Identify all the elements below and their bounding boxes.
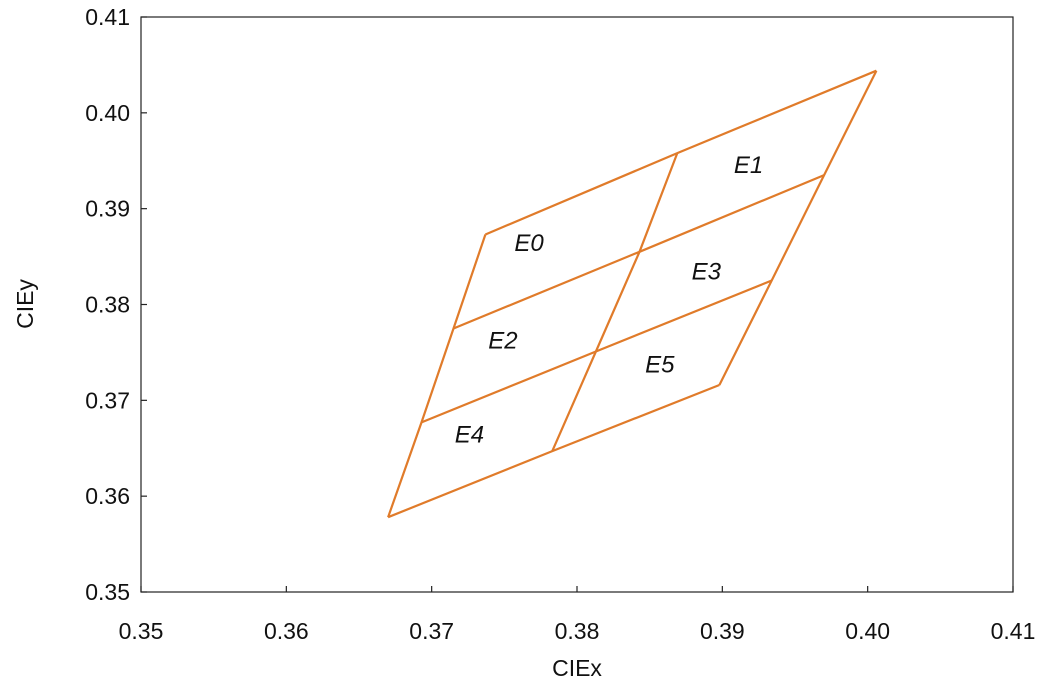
- plot-area: [140, 16, 1014, 593]
- y-tick-label: 0.35: [85, 579, 130, 605]
- region-label-e1: E1: [734, 152, 763, 179]
- region-label-e2: E2: [488, 328, 517, 355]
- x-tick-label: 0.39: [700, 618, 745, 644]
- region-label-e5: E5: [645, 352, 675, 379]
- x-tick-label: 0.41: [991, 618, 1036, 644]
- boundary-line: [387, 234, 487, 518]
- boundary-line: [484, 69, 877, 236]
- y-tick-label: 0.37: [85, 387, 130, 413]
- boundary-line: [551, 152, 679, 452]
- y-tick-label: 0.39: [85, 196, 130, 222]
- x-tick-label: 0.40: [845, 618, 890, 644]
- x-axis-title: CIEx: [552, 655, 602, 681]
- boundary-line: [718, 70, 878, 386]
- boundary-line: [387, 383, 720, 519]
- y-tick-label: 0.40: [85, 100, 130, 126]
- region-boundaries: [387, 69, 878, 519]
- y-tick-label: 0.36: [85, 483, 130, 509]
- region-labels: E0 E1 E2 E3 E4 E5: [455, 152, 763, 448]
- x-tick-label: 0.36: [264, 618, 309, 644]
- region-label-e4: E4: [455, 422, 484, 449]
- x-tick-label: 0.38: [555, 618, 600, 644]
- region-label-e0: E0: [514, 230, 544, 257]
- x-axis: 0.35 0.36 0.37 0.38 0.39 0.40 0.41: [119, 586, 1036, 644]
- x-tick-label: 0.35: [119, 618, 164, 644]
- plot-frame: [140, 16, 1014, 593]
- region-label-e3: E3: [692, 259, 722, 286]
- y-axis: 0.35 0.36 0.37 0.38 0.39 0.40 0.41: [85, 4, 147, 605]
- x-tick-label: 0.37: [409, 618, 454, 644]
- y-axis-title: CIEy: [12, 279, 38, 329]
- y-tick-label: 0.41: [85, 4, 130, 30]
- y-tick-label: 0.38: [85, 292, 130, 318]
